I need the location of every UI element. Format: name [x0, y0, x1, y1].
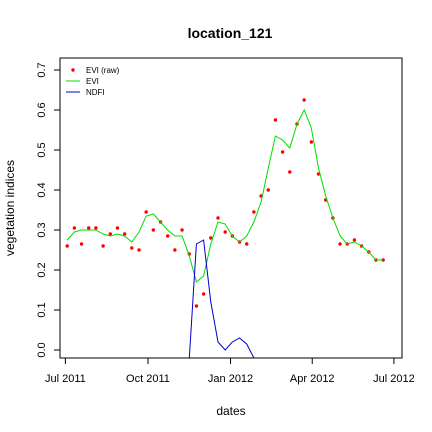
data-point-evi-raw	[302, 98, 306, 102]
data-point-evi-raw	[252, 210, 256, 214]
data-point-evi-raw	[87, 226, 91, 230]
legend-label-evi: EVI	[86, 77, 99, 86]
data-point-evi-raw	[151, 228, 156, 232]
data-point-evi-raw	[216, 216, 220, 220]
data-point-evi-raw	[223, 230, 227, 234]
data-point-evi-raw	[101, 244, 105, 248]
data-point-evi-raw	[338, 242, 342, 246]
x-tick-label: Jan 2012	[208, 373, 253, 385]
y-axis: 0.0 0.1 0.2 0.3 0.4 0.5 0.6 0.7	[36, 62, 60, 358]
data-point-evi-raw	[122, 232, 127, 236]
data-point-evi-raw	[144, 210, 148, 214]
data-point-evi-raw	[201, 292, 206, 296]
y-tick-label: 0.4	[36, 182, 48, 197]
data-point-evi-raw	[79, 242, 84, 246]
x-tick-label: Jul 2011	[45, 373, 86, 385]
x-tick-label: Oct 2011	[126, 373, 170, 385]
data-point-evi-raw	[94, 226, 98, 230]
legend: EVI (raw) EVI NDFI	[66, 66, 120, 97]
data-point-evi-raw	[115, 226, 120, 230]
chart-title: location_121	[188, 25, 273, 41]
data-point-evi-raw	[166, 234, 170, 238]
legend-label-evi-raw: EVI (raw)	[86, 66, 120, 75]
data-point-evi-raw	[137, 248, 141, 252]
data-point-evi-raw	[381, 258, 385, 262]
data-point-evi-raw	[352, 238, 357, 242]
y-tick-label: 0.5	[36, 142, 48, 157]
x-tick-label: Jul 2012	[373, 373, 415, 385]
legend-marker-evi-raw	[71, 68, 75, 72]
data-point-evi-raw	[209, 236, 213, 240]
data-point-evi-raw	[280, 150, 285, 154]
y-tick-label: 0.7	[36, 62, 48, 77]
series-line-ndfi	[188, 239, 255, 358]
plot-area	[65, 98, 385, 358]
series-line-evi	[66, 108, 384, 283]
data-point-evi-raw	[130, 246, 134, 250]
legend-label-ndfi: NDFI	[86, 88, 105, 97]
data-point-evi-raw	[245, 242, 249, 246]
data-point-evi-raw	[273, 118, 278, 122]
y-tick-label: 0.1	[36, 302, 48, 317]
data-point-evi-raw	[309, 140, 314, 144]
x-axis: Jul 2011 Oct 2011 Jan 2012 Apr 2012 Jul 2012	[45, 358, 415, 385]
y-tick-label: 0.3	[36, 222, 48, 237]
data-point-evi-raw	[108, 232, 112, 236]
data-point-evi-raw	[180, 228, 184, 232]
data-point-evi-raw	[72, 226, 77, 230]
data-point-evi-raw	[266, 188, 270, 192]
y-tick-label: 0.0	[36, 342, 48, 357]
y-tick-label: 0.6	[36, 102, 48, 117]
x-axis-label: dates	[216, 404, 245, 418]
x-tick-label: Apr 2012	[290, 373, 335, 385]
y-tick-label: 0.2	[36, 262, 48, 277]
data-point-evi-raw	[288, 170, 292, 174]
data-point-evi-raw	[173, 248, 177, 252]
data-point-evi-raw	[194, 304, 199, 308]
y-axis-label: vegetation indices	[3, 160, 17, 256]
plot-clip-group	[65, 98, 385, 358]
data-point-evi-raw	[65, 244, 69, 248]
plot-frame	[59, 57, 403, 359]
